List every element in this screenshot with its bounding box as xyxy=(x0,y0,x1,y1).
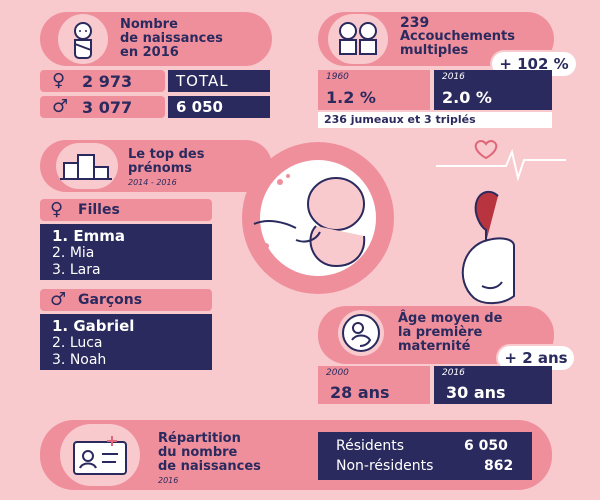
boys-male-icon: ♂ xyxy=(50,289,67,310)
distribution-year: 2016 xyxy=(158,476,179,485)
idcard-icon-circle xyxy=(60,424,140,486)
multiples-old-box xyxy=(318,70,430,110)
multiples-pct-old: 1.2 % xyxy=(326,88,376,107)
maternity-old-box xyxy=(318,366,430,404)
female-count: 2 973 xyxy=(82,72,133,91)
maternity-year-new: 2016 xyxy=(442,368,465,378)
multiples-title: 239 Accouchements multiples xyxy=(400,16,550,58)
podium-icon xyxy=(60,154,112,180)
total-value-box: 6 050 xyxy=(168,96,270,118)
girls-female-icon: ♀ xyxy=(50,199,64,220)
residents-value: 6 050 xyxy=(464,438,508,454)
multiples-pct-new: 2.0 % xyxy=(442,88,492,107)
swaddled-baby-icon xyxy=(74,22,92,59)
births-title-line3: en 2016 xyxy=(120,45,179,60)
male-symbol: ♂ xyxy=(52,96,69,117)
heartbeat-line xyxy=(436,148,566,182)
maternity-title-line1: Âge moyen de xyxy=(398,311,503,326)
names-title: Le top des prénoms xyxy=(128,148,268,176)
multiples-year-new: 2016 xyxy=(442,72,465,82)
female-symbol: ♀ xyxy=(52,70,66,91)
multiples-count: 239 xyxy=(400,15,430,31)
mother-child-icon xyxy=(342,314,380,352)
girls-label-row xyxy=(40,199,212,221)
twins-icon xyxy=(339,22,377,55)
names-period: 2014 - 2016 xyxy=(128,178,177,187)
multiples-note-box xyxy=(318,112,552,128)
boy-name-1: 1. Gabriel xyxy=(52,317,135,335)
pregnancy-illustration xyxy=(242,140,566,304)
maternity-new-box xyxy=(434,366,552,404)
names-title-line1: Le top des xyxy=(128,147,205,162)
boy-name-2: 2. Luca xyxy=(52,335,103,351)
girls-list: 1. Emma 2. Mia 3. Lara xyxy=(40,224,212,280)
maternity-year-old: 2000 xyxy=(326,368,349,378)
distribution-title-line3: de naissances xyxy=(158,459,261,474)
girl-name-3: 3. Lara xyxy=(52,262,101,278)
nonresidents-value: 862 xyxy=(484,458,514,474)
births-title: Nombre de naissances en 2016 xyxy=(120,18,270,60)
distribution-title: Répartition du nombre de naissances xyxy=(158,432,298,474)
girl-name-2: 2. Mia xyxy=(52,245,95,261)
births-title-line2: de naissances xyxy=(120,31,223,46)
fetus-icon xyxy=(253,177,366,268)
births-male-row xyxy=(40,96,165,118)
multiples-note: 236 jumeaux et 3 triplés xyxy=(324,113,476,126)
names-title-line2: prénoms xyxy=(128,161,193,176)
residents-label: Résidents xyxy=(336,438,405,454)
girl-name-1: 1. Emma xyxy=(52,227,126,245)
maternity-age-old: 28 ans xyxy=(330,383,390,402)
nonresidents-label: Non-résidents xyxy=(336,458,434,474)
boy-name-3: 3. Noah xyxy=(52,352,107,368)
distribution-title-line2: du nombre xyxy=(158,445,238,460)
male-count: 3 077 xyxy=(82,98,133,117)
heart-icon xyxy=(474,140,498,160)
births-female-row xyxy=(40,70,165,92)
total-label-box: TOTAL xyxy=(168,70,270,92)
id-card-icon xyxy=(73,436,127,475)
maternity-icon-circle xyxy=(338,310,384,356)
boys-list: 1. Gabriel 2. Luca 3. Noah xyxy=(40,314,212,370)
distribution-title-line1: Répartition xyxy=(158,431,241,446)
maternity-age-new: 30 ans xyxy=(446,383,506,402)
multiples-title-line2: multiples xyxy=(400,43,469,58)
baby-icon-circle xyxy=(58,14,108,64)
maternity-title-line3: maternité xyxy=(398,339,471,354)
girls-label: Filles xyxy=(78,202,120,218)
podium-icon-circle xyxy=(56,143,118,189)
multiples-year-old: 1960 xyxy=(326,72,349,82)
maternity-title: Âge moyen de la première maternité xyxy=(398,312,548,354)
multiples-new-box xyxy=(434,70,552,110)
twins-icon-circle xyxy=(328,14,388,64)
births-title-line1: Nombre xyxy=(120,17,178,32)
boys-label: Garçons xyxy=(78,292,143,308)
boys-label-row xyxy=(40,289,212,311)
multiples-title-line1: Accouchements xyxy=(400,29,516,44)
maternity-title-line2: la première xyxy=(398,325,483,340)
distribution-table xyxy=(318,432,532,480)
pregnant-woman-icon xyxy=(461,190,515,304)
